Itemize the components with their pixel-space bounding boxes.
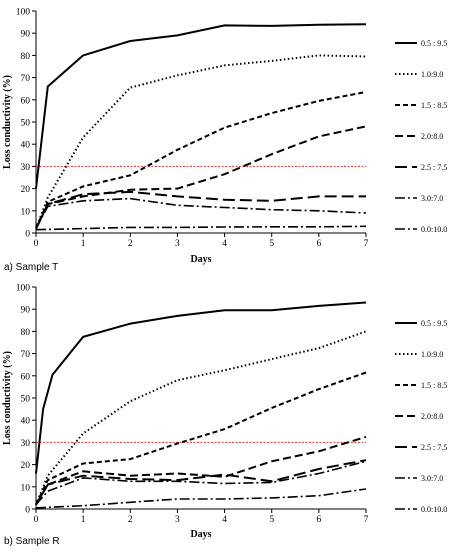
y-tick-label: 20 (21, 185, 31, 195)
y-tick-label: 0 (25, 506, 30, 516)
series-line-5 (35, 197, 367, 229)
series-line-1 (35, 54, 367, 229)
y-axis-label: Loss conductivity (%) (2, 351, 13, 445)
legend-label-1: 1.0:9.0 (421, 350, 443, 359)
x-tick-label: 6 (316, 239, 321, 249)
legend-label-1: 1.0:9.0 (421, 70, 443, 79)
y-tick-label: 0 (25, 230, 30, 240)
legend-label-2: 1.5 : 8.5 (421, 101, 447, 110)
x-tick-label: 1 (81, 515, 86, 525)
x-tick-label: 2 (128, 239, 133, 249)
x-tick-label: 3 (175, 515, 180, 525)
y-tick-label: 40 (21, 141, 31, 151)
x-tick-label: 6 (316, 515, 321, 525)
legend-label-4: 2.5 : 7.5 (421, 443, 447, 452)
y-tick-label: 80 (21, 52, 31, 62)
x-tick-label: 3 (175, 239, 180, 249)
legend-label-2: 1.5 : 8.5 (421, 381, 447, 390)
legend-label-5: 3.0:7.0 (421, 474, 443, 483)
legend-label-5: 3.0:7.0 (421, 194, 443, 203)
legend-label-0: 0.5 : 9.5 (421, 39, 447, 48)
x-tick-label: 0 (34, 515, 39, 525)
y-tick-label: 10 (21, 207, 31, 217)
series-line-3 (35, 125, 367, 230)
series-line-2 (35, 91, 367, 230)
x-axis-label: Days (190, 254, 211, 265)
y-tick-label: 100 (16, 284, 31, 294)
y-tick-label: 90 (21, 30, 31, 40)
y-tick-label: 70 (21, 350, 31, 360)
x-tick-label: 0 (34, 239, 39, 249)
y-tick-label: 50 (21, 119, 31, 129)
x-tick-label: 7 (364, 515, 369, 525)
y-tick-label: 40 (21, 417, 31, 427)
y-tick-label: 50 (21, 395, 31, 405)
legend-label-6: 0.0:10.0 (421, 225, 447, 234)
series-line-6 (35, 225, 367, 231)
x-tick-label: 5 (269, 239, 274, 249)
x-tick-label: 1 (81, 239, 86, 249)
y-tick-label: 30 (21, 439, 31, 449)
y-tick-label: 60 (21, 372, 31, 382)
legend-label-4: 2.5 : 7.5 (421, 163, 447, 172)
y-tick-label: 80 (21, 328, 31, 338)
y-axis-label: Loss conductivity (%) (2, 75, 13, 169)
y-tick-label: 20 (21, 461, 31, 471)
y-tick-label: 10 (21, 483, 31, 493)
x-tick-label: 2 (128, 515, 133, 525)
y-tick-label: 90 (21, 306, 31, 316)
y-tick-label: 30 (21, 163, 31, 173)
x-tick-label: 5 (269, 515, 274, 525)
caption-a: a) Sample T (4, 262, 59, 273)
x-tick-label: 4 (222, 239, 227, 249)
series-line-0 (35, 301, 367, 474)
legend-label-3: 2.0:8.0 (421, 412, 443, 421)
legend-label-6: 0.0:10.0 (421, 505, 447, 514)
series-line-0 (35, 23, 367, 189)
x-tick-label: 4 (222, 515, 227, 525)
y-tick-label: 60 (21, 96, 31, 106)
x-axis-label: Days (190, 529, 211, 540)
x-tick-label: 7 (364, 239, 369, 249)
series-line-6 (35, 488, 367, 509)
legend-label-3: 2.0:8.0 (421, 132, 443, 141)
series-line-2 (35, 371, 367, 506)
series-line-4 (35, 190, 366, 230)
y-tick-label: 70 (21, 74, 31, 84)
series-line-4 (35, 459, 367, 506)
legend-label-0: 0.5 : 9.5 (421, 319, 447, 328)
series-line-3 (35, 435, 367, 506)
series-line-5 (35, 460, 367, 506)
chart-panel-0: 0 10 20 30 40 50 60 70 80 90 100 0 1 2 3 4 5 6 7 Days Loss c… (2, 8, 447, 266)
caption-b: b) Sample R (4, 536, 60, 547)
y-tick-label: 100 (16, 8, 31, 18)
chart-panel-1: 0 10 20 30 40 50 60 70 80 90 100 0 1 2 3 4 5 6 7 Days Loss c… (2, 284, 447, 541)
